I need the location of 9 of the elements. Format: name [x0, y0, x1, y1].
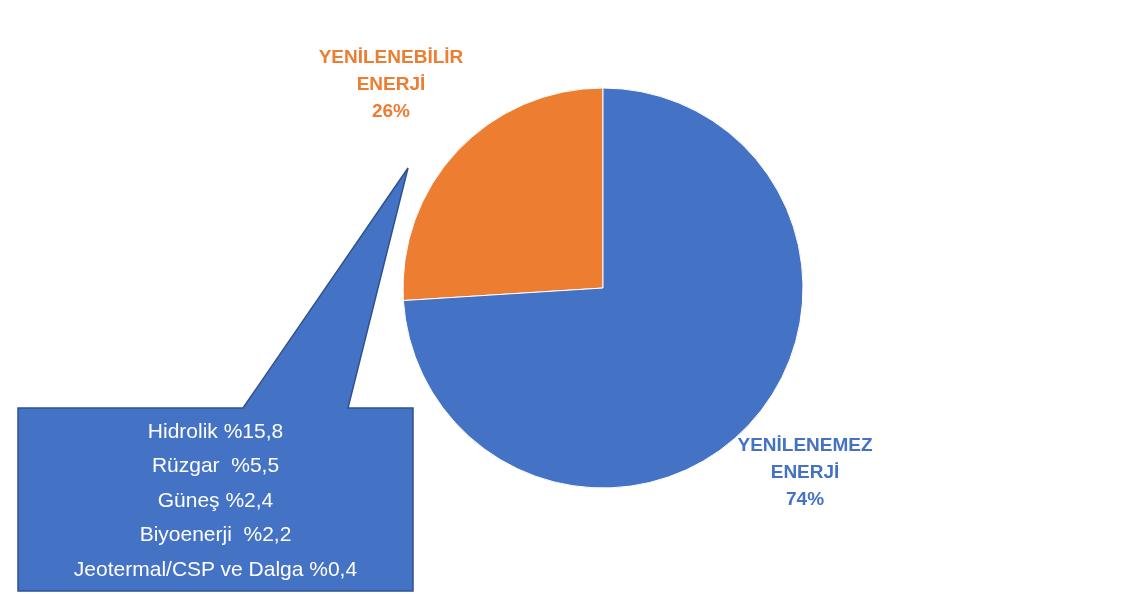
- text: Biyoenerji %2,2: [139, 522, 292, 546]
- data-label: 74%: [786, 488, 825, 510]
- data-label: 26%: [371, 99, 411, 121]
- slice-label: YENİLENEMEZ ENERJİ: [737, 434, 873, 483]
- text: Rüzgar %5,5: [151, 453, 280, 477]
- slice-label: YENİLENEBİLİR ENERJİ: [318, 45, 464, 94]
- text: Jeotermal/CSP ve Dalga %0,4: [73, 556, 358, 581]
- text: Güneş %2,4: [157, 487, 274, 512]
- text: Hidrolik %15,8: [147, 418, 284, 443]
